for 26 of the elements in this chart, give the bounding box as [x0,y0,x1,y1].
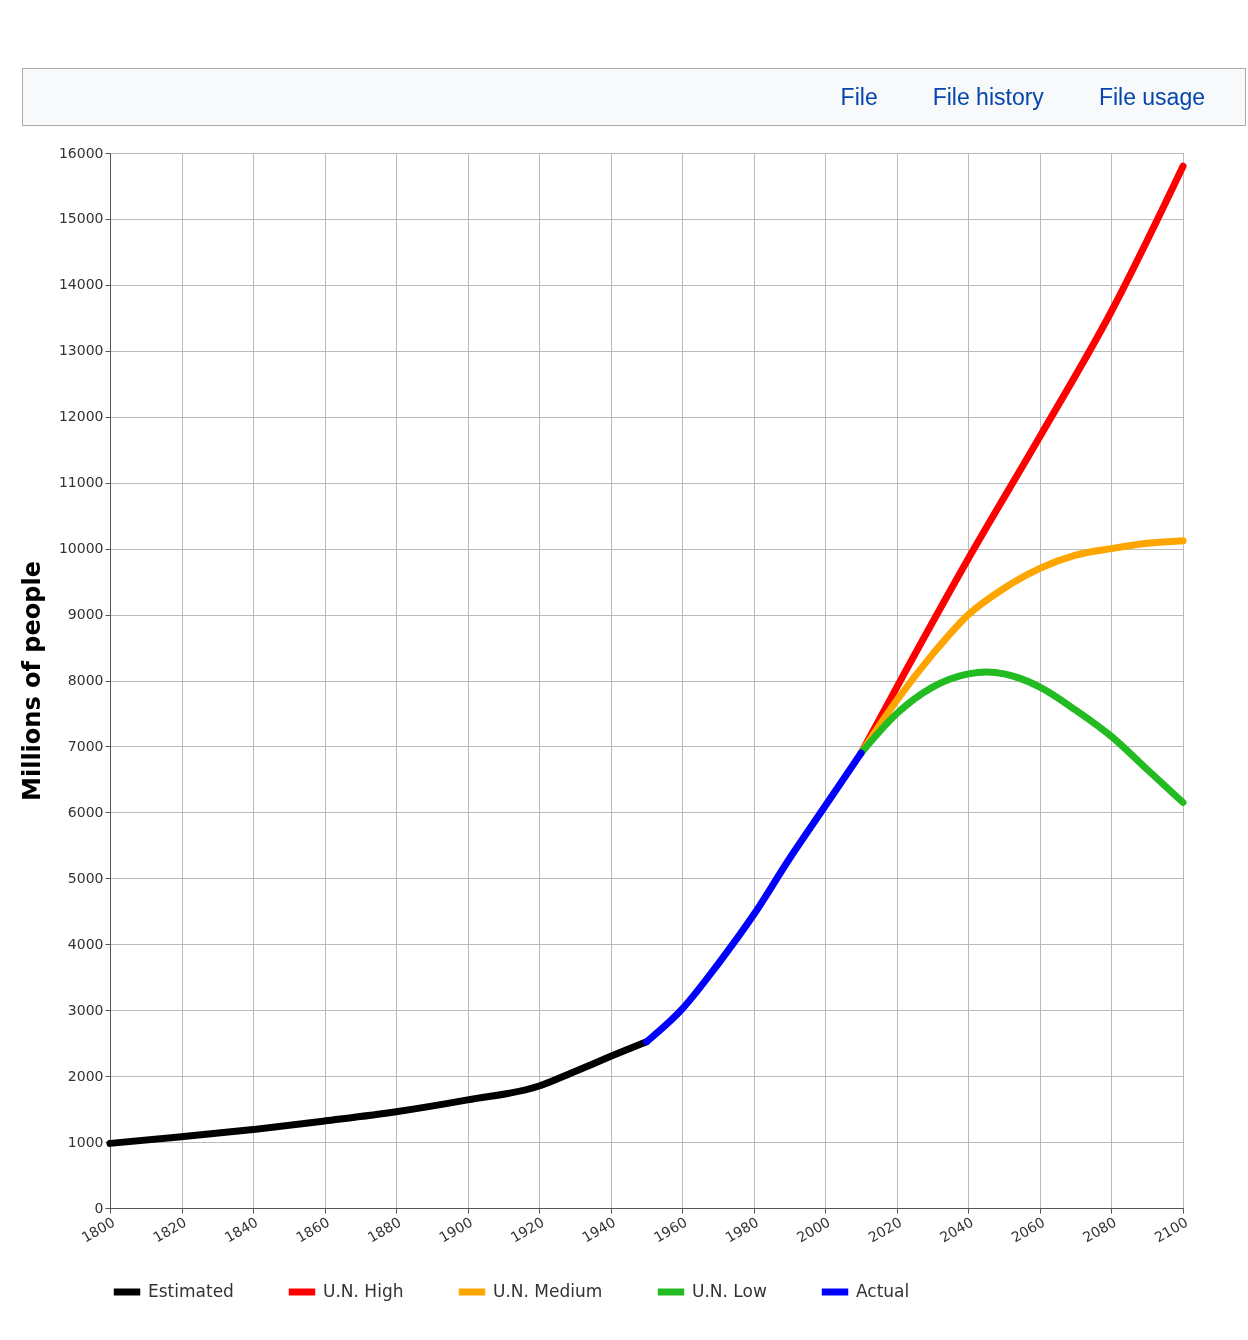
y-tick-label: 11000 [58,474,104,491]
y-tick-label: 7000 [67,737,104,754]
legend-label: U.N. Medium [493,1281,603,1301]
text: File [840,83,878,111]
y-tick-label: 2000 [67,1067,104,1084]
text: File history [932,83,1044,111]
y-tick-label: 6000 [67,803,104,820]
y-tick-label: 5000 [67,869,104,886]
y-tick-label: 16000 [58,144,104,161]
y-tick-label: 1000 [67,1133,104,1150]
y-tick-label: 9000 [67,606,104,623]
y-tick-label: 8000 [67,672,104,688]
y-tick-label: 15000 [58,210,104,227]
y-tick-label: 0 [94,1199,104,1216]
y-tick-label: 12000 [58,408,104,425]
y-tick-label: 14000 [58,276,104,293]
y-tick-label: 13000 [58,342,104,359]
legend-label: U.N. High [323,1281,404,1301]
legend-label: Estimated [148,1281,234,1301]
legend-label: Actual [856,1281,910,1301]
legend-label: U.N. Low [692,1281,767,1301]
y-tick-label: 4000 [67,935,104,952]
y-tick-label: 3000 [67,1001,104,1018]
y-axis-title: Millions of people [17,561,46,801]
y-tick-label: 10000 [58,540,104,557]
text: File usage [1098,83,1205,111]
